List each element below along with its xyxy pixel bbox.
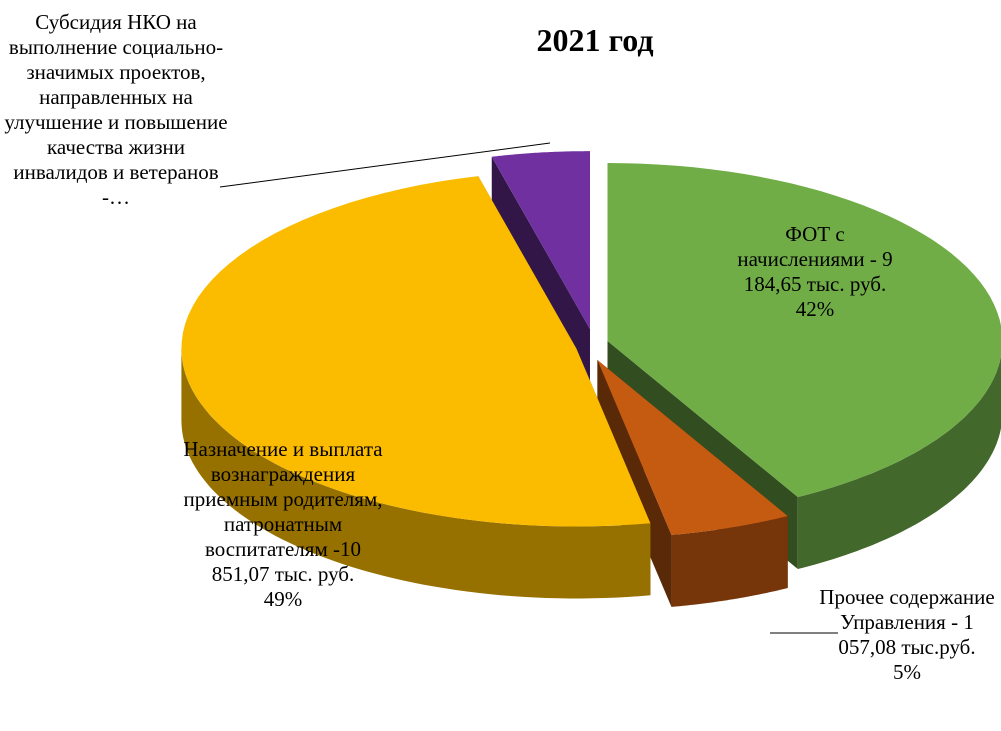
data-label: Прочее содержание Управления - 1 057,08 … (812, 585, 1001, 685)
leader-line (219, 142, 551, 188)
slice-rim (671, 516, 788, 607)
slice (491, 151, 590, 330)
data-label: Назначение и выплата вознаграждения прие… (178, 437, 388, 612)
slice (597, 360, 788, 535)
slice-rim (181, 348, 651, 599)
slice-rim (797, 356, 1001, 569)
value-label: 42% (795, 297, 835, 321)
pie-tops (181, 151, 1001, 535)
data-label: Субсидия НКО на выполнение социально-зна… (0, 10, 232, 210)
slice-side (597, 360, 672, 607)
chart-title: 2021 год (536, 22, 654, 58)
data-label: ФОТ с начислениями - 9 184,65 тыс. руб. 4… (720, 222, 910, 322)
value-label: 5% (893, 660, 921, 684)
category-label: Прочее содержание Управления - 1 057,08 … (819, 585, 995, 659)
category-label: ФОТ с начислениями - 9 184,65 тыс. руб. (737, 222, 893, 296)
category-label: Субсидия НКО на выполнение социально-зна… (4, 10, 228, 209)
category-label: Назначение и выплата вознаграждения прие… (183, 437, 383, 586)
slice (181, 176, 651, 527)
value-label: 49% (263, 587, 303, 611)
slice (607, 163, 1001, 497)
